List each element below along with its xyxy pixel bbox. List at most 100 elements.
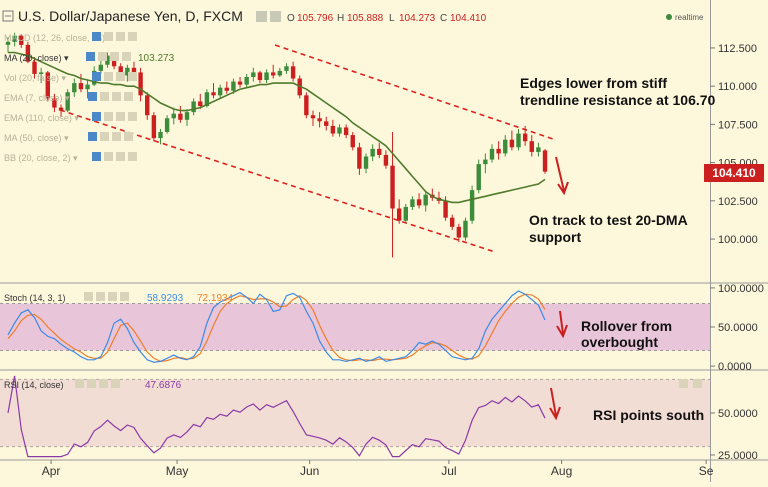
indicator-control-icon[interactable] [124,132,133,141]
candle-body [251,72,256,77]
candle-body [25,44,31,62]
indicator-eye-icon[interactable] [92,32,101,41]
indicator-legend-item[interactable]: BB (20, close, 2) ▾ [4,152,137,163]
candle [25,41,31,64]
indicator-control-icon[interactable] [116,152,125,161]
indicator-legend: MACD (12, 26, close, 26) ▾ MA (20, close)… [4,32,175,163]
stoch-axis-ticks: 100.0000 50.0000 0.0000 [710,283,764,373]
indicator-control-icon[interactable] [128,32,137,41]
indicator-control-icon[interactable] [124,92,133,101]
indicator-legend-item[interactable]: MA (20, close) ▾ 103.273 [4,52,175,64]
candle-body [211,92,216,96]
time-tick-label: Jul [441,464,456,478]
candle [503,135,508,157]
indicator-eye-icon[interactable] [86,52,95,61]
indicator-control-icon[interactable] [110,52,119,61]
candle-body [178,113,183,120]
time-tick-label: Se [699,464,714,478]
candle [271,64,276,79]
collapse-icon[interactable] [2,10,14,22]
indicator-eye-icon[interactable] [88,92,97,101]
indicator-control-icon[interactable] [116,112,125,121]
stoch-add-icon[interactable] [108,292,117,301]
arrow-down-icons [549,156,569,421]
indicator-control-icon[interactable] [128,72,137,81]
candle-body [503,139,508,154]
candle-body [522,133,528,142]
arrow-rsi-head-icon [549,406,561,421]
indicator-control-icon[interactable] [128,112,137,121]
indicator-control-icon[interactable] [122,52,131,61]
indicator-control-icon[interactable] [104,152,113,161]
stoch-close-icon[interactable] [120,292,129,301]
candle-body [463,220,468,238]
indicator-label: MACD (12, 26, close, 26) ▾ [4,33,113,43]
indicator-control-icon[interactable] [100,92,109,101]
candle-body [284,66,289,71]
indicator-label: EMA (110, close) ▾ [4,113,79,123]
rsi-settings-icon[interactable] [87,379,96,388]
rsi-add-icon[interactable] [99,379,108,388]
arrow-rsi-icon [550,387,557,417]
candle-body [164,118,170,133]
candle [72,78,77,97]
indicator-eye-icon[interactable] [92,72,101,81]
candle-body [317,118,322,122]
close-series-icon[interactable] [270,11,281,22]
stoch-k-line [7,290,546,363]
indicator-legend-item[interactable]: EMA (7, close) ▾ [4,92,133,103]
candle [423,191,428,212]
indicator-eye-icon[interactable] [88,132,97,141]
indicator-control-icon[interactable] [104,32,113,41]
candle-body [310,115,316,119]
indicator-control-icon[interactable] [112,132,121,141]
time-tick-label: Apr [42,464,61,478]
candle-body [224,87,229,91]
indicator-control-icon[interactable] [128,152,137,161]
candle [145,92,150,120]
candle-body [85,84,90,90]
candle [19,34,24,48]
indicator-label: Vol (20, false) ▾ [4,73,67,83]
candle [304,92,309,119]
time-tick-label: May [166,464,189,478]
candle [12,32,17,47]
indicator-control-icon[interactable] [104,72,113,81]
candle-body [542,150,548,172]
indicator-eye-icon[interactable] [92,152,101,161]
indicator-legend-item[interactable]: EMA (110, close) ▾ [4,112,137,123]
candle [483,153,488,174]
candle-body [304,95,309,116]
rsi-maximize-icon[interactable] [679,379,688,388]
axis-tick-label: 25.0000 [718,450,758,462]
indicator-control-icon[interactable] [98,52,107,61]
candle [410,196,415,211]
candle-body [105,55,110,65]
candle [403,203,408,224]
candle [416,193,422,209]
rsi-pane-close-icon[interactable] [693,379,702,388]
candle-body [145,95,150,116]
stoch-eye-icon[interactable] [84,292,93,301]
candle [5,37,11,53]
settings-icon[interactable] [256,11,267,22]
rsi-eye-icon[interactable] [75,379,84,388]
candle-body [244,76,249,85]
indicator-legend-item[interactable]: MA (50, close) ▾ [4,132,133,143]
candle-body [237,81,243,85]
indicator-legend-item[interactable]: MACD (12, 26, close, 26) ▾ [4,32,137,43]
indicator-eye-icon[interactable] [92,112,101,121]
rsi-close-icon[interactable] [111,379,120,388]
stoch-settings-icon[interactable] [96,292,105,301]
indicator-control-icon[interactable] [116,72,125,81]
price-tag-box [704,164,764,182]
candle-body [370,148,375,157]
indicator-control-icon[interactable] [112,92,121,101]
candle-body [343,127,349,136]
indicator-control-icon[interactable] [104,112,113,121]
indicator-legend-item[interactable]: Vol (20, false) ▾ [4,72,137,83]
candle-body [277,70,283,76]
high-value: 105.888 [347,13,384,24]
indicator-control-icon[interactable] [116,32,125,41]
indicator-control-icon[interactable] [100,132,109,141]
